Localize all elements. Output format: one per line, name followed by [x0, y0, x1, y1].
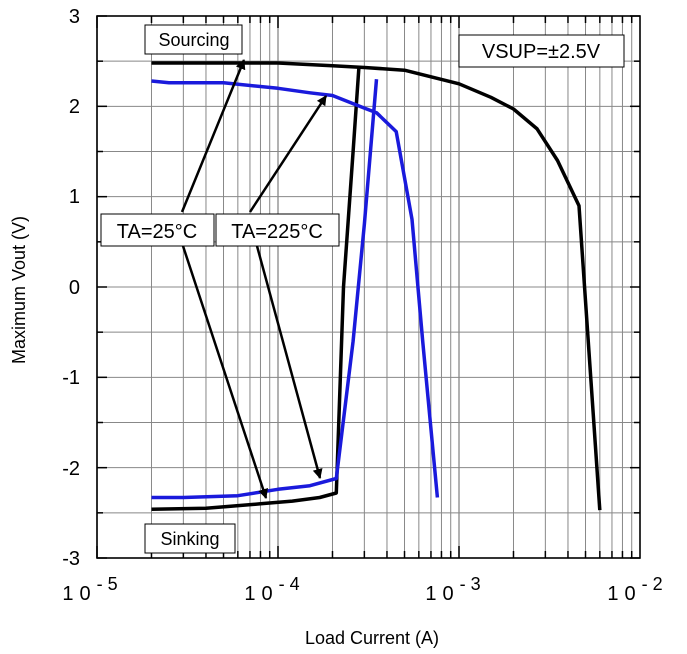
y-tick-label: -3: [62, 548, 80, 570]
y-tick-label: -1: [62, 367, 80, 389]
x-tick-labels: 10- 5 10- 4 10- 3 10- 2: [62, 574, 662, 605]
arrow-ta25-sourcing: [180, 59, 246, 213]
annotation-ta25: TA=25°C: [100, 213, 215, 247]
series-line-1-0: [151, 79, 440, 498]
arrow-ta25-sinking: [181, 245, 268, 499]
y-tick-label: 1: [69, 186, 80, 208]
grid-major: [96, 15, 640, 559]
y-axis-label: Maximum Vout (V): [9, 216, 29, 364]
annotation-vsup: VSUP=±2.5V: [458, 34, 625, 68]
x-tick-label: 10- 2: [607, 574, 662, 605]
series-line-1-1: [151, 79, 379, 500]
x-tick-label: 10- 3: [425, 574, 480, 605]
series-layer: [151, 61, 602, 511]
axis-ticks: [96, 15, 640, 559]
series-line-0-0: [151, 61, 602, 511]
svg-text:TA=225°C: TA=225°C: [231, 221, 323, 243]
svg-text:TA=25°C: TA=25°C: [117, 221, 197, 243]
svg-text:Sinking: Sinking: [160, 529, 219, 549]
y-tick-label: 2: [69, 96, 80, 118]
x-axis-label: Load Current (A): [305, 628, 439, 648]
svg-text:VSUP=±2.5V: VSUP=±2.5V: [482, 41, 601, 63]
annotation-sourcing: Sourcing: [144, 24, 243, 55]
annotation-arrows: [180, 59, 328, 499]
svg-text:Sourcing: Sourcing: [158, 30, 229, 50]
y-tick-label: 3: [69, 6, 80, 28]
x-tick-label: 10- 4: [244, 574, 299, 605]
series-line-0-1: [151, 67, 361, 511]
arrow-ta225-sinking: [255, 245, 323, 479]
y-tick-label: -2: [62, 458, 80, 480]
arrow-ta225-sourcing: [248, 95, 328, 213]
annotation-ta225: TA=225°C: [215, 213, 340, 247]
x-tick-label: 10- 5: [62, 574, 117, 605]
y-tick-label: 0: [69, 277, 80, 299]
y-tick-labels: 3 2 1 0 -1 -2 -3: [62, 6, 80, 570]
annotation-sinking: Sinking: [144, 523, 236, 554]
